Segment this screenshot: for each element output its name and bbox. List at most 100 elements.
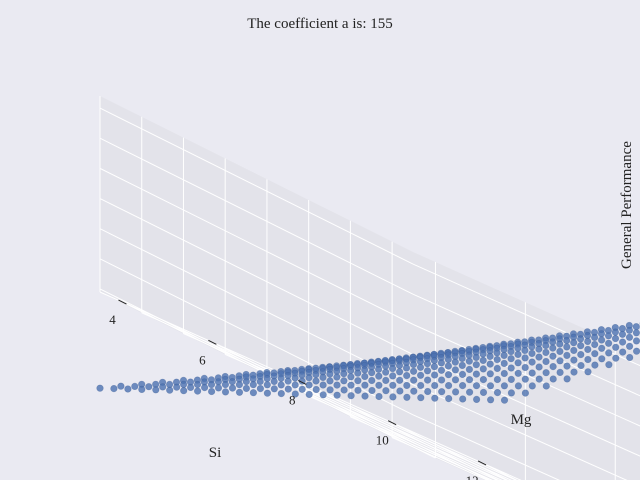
data-point	[452, 359, 459, 366]
data-point	[529, 370, 536, 377]
data-point	[327, 371, 334, 378]
data-point	[529, 344, 536, 351]
data-point	[536, 354, 543, 361]
data-point	[515, 383, 522, 390]
data-point	[536, 346, 543, 353]
data-point	[564, 363, 571, 370]
data-point	[543, 358, 550, 365]
data-point	[355, 387, 362, 394]
data-point	[508, 365, 515, 372]
data-point	[473, 382, 480, 389]
data-point	[403, 372, 410, 379]
data-point	[445, 382, 452, 389]
data-point	[146, 383, 153, 390]
data-point	[459, 382, 466, 389]
data-point	[564, 344, 571, 351]
data-point	[445, 395, 452, 402]
data-point	[159, 384, 166, 391]
data-point	[515, 345, 522, 352]
data-point	[264, 390, 271, 397]
data-point	[222, 381, 229, 388]
data-point	[549, 339, 556, 346]
data-point	[376, 393, 383, 400]
data-point	[584, 338, 591, 345]
data-point	[480, 351, 487, 358]
data-point	[166, 387, 173, 394]
data-point	[543, 369, 550, 376]
x-tick-label: 6	[199, 352, 206, 367]
data-point	[187, 384, 194, 391]
data-point	[508, 355, 515, 362]
data-point	[480, 366, 487, 373]
data-point	[585, 369, 592, 376]
data-point	[125, 386, 132, 393]
data-point	[452, 389, 459, 396]
data-point	[570, 339, 577, 346]
data-point	[591, 334, 598, 341]
data-point	[306, 391, 313, 398]
data-point	[550, 345, 557, 352]
data-point	[236, 389, 243, 396]
data-point	[257, 378, 264, 385]
data-point	[515, 370, 522, 377]
data-point	[508, 376, 515, 383]
data-point	[487, 371, 494, 378]
data-point	[592, 362, 599, 369]
data-point	[466, 358, 473, 365]
data-point	[376, 382, 383, 389]
data-point	[626, 327, 633, 334]
data-point	[264, 375, 271, 382]
data-point	[236, 381, 243, 388]
data-point	[578, 362, 585, 369]
data-point	[480, 389, 487, 396]
data-point	[501, 370, 508, 377]
data-point	[250, 381, 257, 388]
data-point	[382, 369, 389, 376]
data-point	[375, 366, 382, 373]
data-point	[418, 394, 425, 401]
data-point	[487, 397, 494, 404]
axis-panes	[100, 96, 640, 480]
data-point	[466, 389, 473, 396]
data-point	[362, 373, 369, 380]
data-point	[473, 354, 480, 361]
data-point	[550, 353, 557, 360]
data-point	[599, 356, 606, 363]
data-point	[564, 352, 571, 359]
data-point	[550, 363, 557, 370]
data-point	[180, 387, 187, 394]
data-point	[201, 384, 208, 391]
data-point	[557, 341, 564, 348]
data-point	[557, 348, 564, 355]
x-tick-label: 8	[289, 393, 296, 408]
data-point	[501, 360, 508, 367]
data-point	[369, 377, 376, 384]
data-point	[306, 374, 313, 381]
data-point	[278, 382, 285, 389]
data-point	[431, 382, 438, 389]
data-point	[445, 356, 452, 363]
data-point	[459, 396, 466, 403]
data-point	[557, 358, 564, 365]
data-point	[348, 392, 355, 399]
data-point	[612, 335, 619, 342]
chart-title: The coefficient a is: 155	[247, 16, 393, 32]
data-point	[355, 370, 362, 377]
data-point	[445, 371, 452, 378]
data-point	[459, 371, 466, 378]
data-point	[348, 374, 355, 381]
data-point	[466, 352, 473, 359]
data-point	[410, 361, 417, 368]
data-point	[327, 378, 334, 385]
data-point	[612, 329, 619, 336]
data-point	[404, 382, 411, 389]
data-point	[432, 395, 439, 402]
data-point	[369, 387, 376, 394]
data-point	[431, 363, 438, 370]
data-point	[619, 339, 626, 346]
data-point	[501, 352, 508, 359]
data-point	[480, 357, 487, 364]
data-point	[501, 383, 508, 390]
data-point	[633, 338, 640, 345]
data-point	[598, 331, 605, 338]
